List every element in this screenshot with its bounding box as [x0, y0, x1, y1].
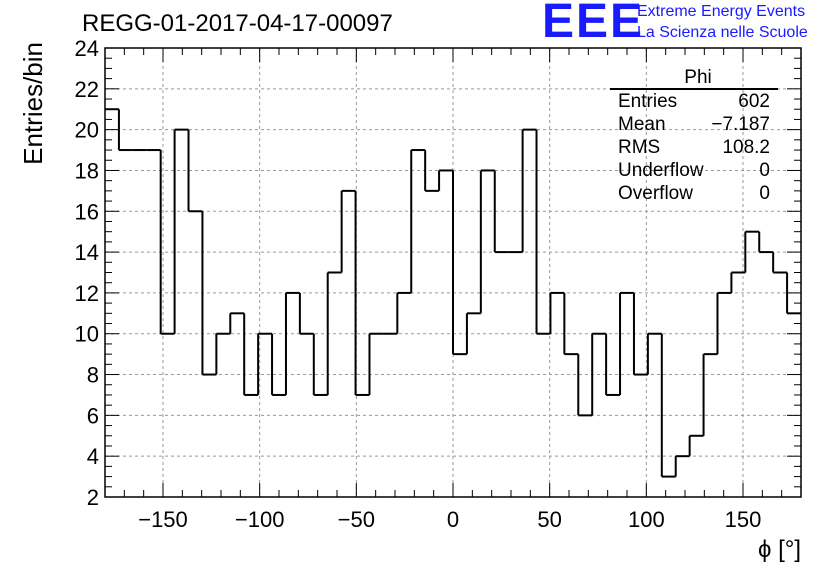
- logo-subtitle-1: Extreme Energy Events: [637, 3, 806, 20]
- stats-row-underflow: Underflow 0: [610, 159, 778, 182]
- y-tick-label: 18: [75, 158, 99, 183]
- stats-row-mean: Mean −7.187: [610, 113, 778, 136]
- stats-value: 0: [759, 160, 770, 181]
- stats-label: Underflow: [618, 160, 704, 181]
- axes: [104, 47, 802, 498]
- stats-value: 602: [738, 91, 770, 112]
- stats-row-entries: Entries 602: [610, 90, 778, 113]
- x-tick-label: 150: [725, 507, 762, 532]
- y-tick-label: 10: [75, 322, 99, 347]
- y-tick-label: 22: [75, 77, 99, 102]
- y-tick-label: 16: [75, 199, 99, 224]
- stats-value: 0: [759, 183, 770, 204]
- logo-subtitle-2: La Scienza nelle Scuole: [637, 24, 808, 41]
- stats-label: Overflow: [618, 183, 693, 204]
- stats-row-rms: RMS 108.2: [610, 136, 778, 159]
- y-tick-label: 20: [75, 118, 99, 143]
- chart-title: REGG-01-2017-04-17-00097: [82, 10, 393, 37]
- stats-row-overflow: Overflow 0: [610, 182, 778, 205]
- eee-logo: EEE: [542, 0, 645, 48]
- y-tick-label: 12: [75, 281, 99, 306]
- stats-value: −7.187: [711, 114, 770, 135]
- x-axis-title: ϕ [°]: [758, 536, 801, 563]
- tick-labels: −150 −100 −50 0 50 100 15024681012141618202224…: [18, 36, 801, 563]
- x-tick-label: 50: [537, 507, 561, 532]
- stats-title: Phi: [610, 68, 778, 90]
- x-tick-label: 100: [628, 507, 665, 532]
- x-tick-label: −100: [235, 507, 285, 532]
- y-tick-label: 2: [87, 485, 99, 510]
- stats-value: 108.2: [722, 137, 770, 158]
- stats-box: Phi Entries 602 Mean −7.187 RMS 108.2 Un…: [610, 68, 778, 205]
- stats-label: RMS: [618, 137, 661, 158]
- y-tick-label: 6: [87, 403, 99, 428]
- stats-label: Mean: [618, 114, 666, 135]
- x-tick-label: 0: [447, 507, 459, 532]
- histogram-bars: [105, 108, 801, 478]
- x-tick-label: −50: [338, 507, 375, 532]
- stats-label: Entries: [618, 91, 678, 112]
- y-tick-label: 24: [75, 36, 99, 61]
- y-tick-label: 8: [87, 363, 99, 388]
- x-tick-label: −150: [138, 507, 188, 532]
- y-tick-label: 14: [75, 240, 99, 265]
- y-axis-title: Entries/bin: [18, 42, 48, 165]
- y-tick-label: 4: [87, 444, 99, 469]
